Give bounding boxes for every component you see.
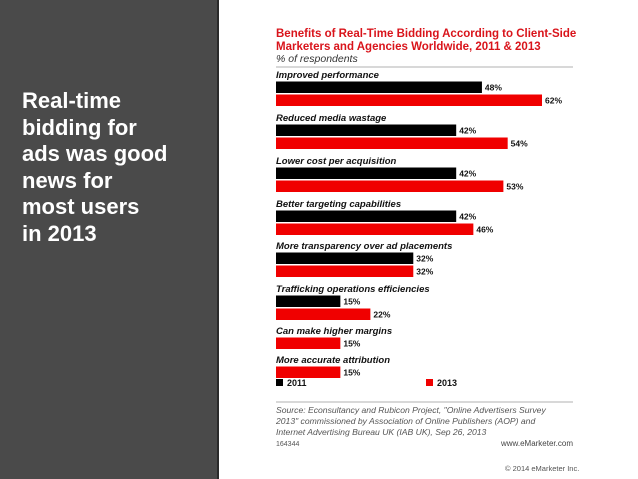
value-label-2013-cat-5: 32%	[416, 267, 433, 277]
legend-swatch-2013	[426, 379, 433, 386]
source-line-2: 2013" commissioned by Association of Onl…	[275, 416, 535, 426]
bar-2011-cat-5	[276, 252, 414, 264]
value-label-2011-cat-1: 48%	[485, 83, 502, 93]
emarketer-brand: www.eMarketer.com	[500, 439, 573, 448]
category-label-cat-4: Better targeting capabilities	[276, 199, 401, 210]
bars-layer: Improved performance 48% 62% Reduced media …	[276, 70, 562, 388]
value-label-2011-cat-4: 42%	[459, 212, 476, 222]
category-label-cat-5: More transparency over ad placements	[276, 241, 452, 252]
chart-id: 164344	[276, 441, 299, 448]
bar-2013-cat-7	[276, 337, 341, 349]
slide-headline: Real-time bidding for ads was good news …	[22, 88, 168, 246]
bar-2011-cat-1	[276, 81, 482, 93]
value-label-2013-cat-4: 46%	[476, 225, 493, 235]
bar-2013-cat-1	[276, 94, 542, 106]
left-panel	[0, 0, 217, 479]
chart-title-line-2: Marketers and Agencies Worldwide, 2011 &…	[276, 41, 541, 53]
value-label-2011-cat-5: 32%	[416, 254, 433, 264]
value-label-2011-cat-3: 42%	[459, 169, 476, 179]
value-label-2013-cat-3: 53%	[506, 182, 523, 192]
bar-2013-cat-2	[276, 137, 508, 149]
value-label-2013-cat-8: 15%	[343, 368, 360, 378]
value-label-2011-cat-6: 15%	[343, 297, 360, 307]
legend-label-2013: 2013	[437, 378, 457, 388]
bar-2011-cat-3	[276, 167, 457, 179]
panel-divider	[217, 0, 219, 479]
category-label-cat-6: Trafficking operations efficiencies	[276, 284, 430, 295]
copyright: © 2014 eMarketer Inc.	[505, 464, 580, 473]
value-label-2013-cat-7: 15%	[343, 339, 360, 349]
value-label-2013-cat-1: 62%	[545, 96, 562, 106]
value-label-2011-cat-2: 42%	[459, 126, 476, 136]
bar-2013-cat-5	[276, 265, 414, 277]
bar-2013-cat-8	[276, 366, 341, 378]
chart-subtitle: % of respondents	[276, 53, 358, 65]
bar-2013-cat-4	[276, 223, 474, 235]
legend-label-2011: 2011	[287, 378, 307, 388]
category-label-cat-2: Reduced media wastage	[276, 113, 387, 124]
bar-2011-cat-4	[276, 210, 457, 222]
legend-swatch-2011	[276, 379, 283, 386]
bar-2013-cat-3	[276, 180, 504, 192]
bar-2011-cat-6	[276, 295, 341, 307]
category-label-cat-7: Can make higher margins	[276, 326, 392, 337]
source-line-1: Source: Econsultancy and Rubicon Project…	[276, 405, 546, 415]
bar-2011-cat-2	[276, 124, 457, 136]
bar-2013-cat-6	[276, 308, 371, 320]
category-label-cat-1: Improved performance	[276, 70, 380, 81]
value-label-2013-cat-2: 54%	[511, 139, 528, 149]
category-label-cat-8: More accurate attribution	[276, 355, 390, 366]
value-label-2013-cat-6: 22%	[373, 310, 390, 320]
chart-title-line-1: Benefits of Real-Time Bidding According …	[276, 28, 576, 40]
source-line-3: Internet Advertising Bureau UK (IAB UK),…	[276, 427, 487, 437]
category-label-cat-3: Lower cost per acquisition	[276, 156, 397, 167]
